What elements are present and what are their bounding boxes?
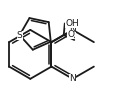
Text: O: O bbox=[67, 30, 74, 39]
Text: N: N bbox=[69, 25, 76, 34]
Text: N: N bbox=[69, 74, 76, 83]
Text: S: S bbox=[17, 31, 22, 40]
Text: OH: OH bbox=[65, 19, 79, 28]
